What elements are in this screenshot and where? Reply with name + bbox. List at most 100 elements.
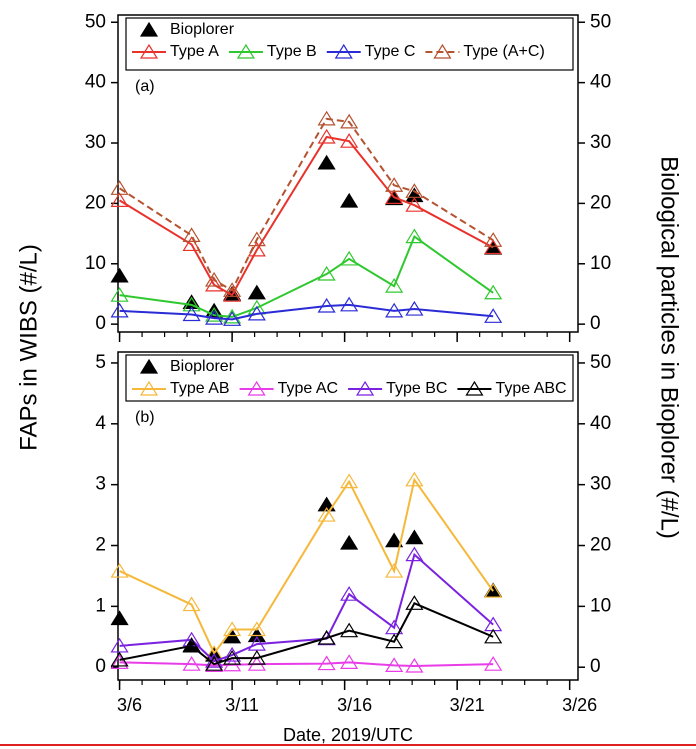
data-marker — [110, 654, 129, 669]
data-marker — [110, 302, 129, 318]
y-tick-label: 20 — [85, 192, 106, 213]
data-marker — [223, 311, 242, 326]
data-marker — [484, 239, 503, 255]
data-marker — [110, 610, 129, 626]
data-marker — [182, 596, 201, 612]
y2-tick-label: 40 — [590, 413, 611, 434]
data-marker — [340, 534, 359, 550]
data-marker — [405, 300, 424, 316]
data-marker — [405, 546, 424, 562]
data-marker — [317, 110, 336, 126]
y-tick-label: 5 — [95, 352, 106, 373]
y2-tick-label: 40 — [590, 72, 611, 93]
data-marker — [205, 309, 224, 325]
legend-label: Type (A+C) — [463, 43, 544, 60]
y-tick-label: 10 — [85, 253, 106, 274]
data-marker — [340, 473, 359, 489]
y2-axis-title: Biological particles in Bioplorer (#/L) — [656, 156, 683, 539]
panel-label: (b) — [135, 409, 155, 426]
panel-label: (a) — [135, 78, 155, 95]
series-line — [119, 235, 494, 318]
legend-marker — [236, 43, 255, 59]
legend-marker — [334, 43, 353, 59]
data-marker — [405, 471, 424, 487]
series-line — [119, 477, 494, 656]
legend-label: Type B — [267, 43, 317, 60]
legend-marker — [433, 43, 452, 59]
data-marker — [182, 227, 201, 242]
data-marker — [317, 154, 336, 170]
legend-marker — [139, 380, 159, 396]
data-marker — [405, 187, 424, 203]
series-line — [119, 661, 494, 668]
data-marker — [340, 250, 359, 266]
y-tick-label: 1 — [95, 595, 106, 616]
data-marker — [340, 586, 359, 601]
legend-label: Type ABC — [495, 380, 566, 397]
legend-marker — [139, 21, 159, 37]
y-axis-title: FAPs in WIBS (#/L) — [15, 244, 42, 451]
data-marker — [223, 649, 242, 665]
data-marker — [247, 284, 266, 300]
data-marker — [247, 621, 266, 637]
data-marker — [317, 655, 336, 671]
data-marker — [385, 277, 404, 293]
y-tick-label: 0 — [95, 656, 106, 677]
legend-marker — [139, 358, 159, 374]
data-marker — [385, 532, 404, 548]
y-tick-label: 30 — [85, 132, 106, 153]
y-tick-label: 0 — [95, 313, 106, 334]
data-marker — [317, 297, 336, 313]
data-marker — [182, 306, 201, 322]
y-tick-label: 40 — [85, 72, 106, 93]
legend-marker — [356, 380, 375, 396]
data-marker — [405, 183, 424, 198]
x-axis-title: Date, 2019/UTC — [283, 725, 413, 745]
data-marker — [484, 656, 503, 671]
legend-box — [125, 17, 574, 71]
x-tick-label: 3/26 — [562, 695, 597, 715]
data-marker — [385, 189, 404, 204]
data-marker — [484, 583, 503, 598]
legend-label: Type A — [170, 43, 219, 60]
data-marker — [317, 629, 336, 645]
data-marker — [223, 621, 242, 637]
data-marker — [247, 305, 266, 321]
series-line — [119, 135, 494, 297]
x-tick-label: 3/16 — [337, 695, 372, 715]
y2-tick-label: 30 — [590, 132, 611, 153]
data-marker — [405, 228, 424, 244]
legend-label: Bioplorer — [170, 21, 235, 38]
data-marker — [340, 622, 359, 638]
data-marker — [110, 192, 129, 207]
data-marker — [340, 113, 359, 129]
series-line — [119, 303, 494, 321]
series-line — [119, 602, 494, 666]
x-tick-label: 3/11 — [225, 695, 259, 715]
data-marker — [110, 651, 129, 667]
data-marker — [405, 529, 424, 545]
data-marker — [223, 282, 242, 297]
data-marker — [182, 236, 201, 252]
data-marker — [223, 646, 242, 662]
y-tick-label: 4 — [95, 413, 106, 434]
data-marker — [205, 276, 224, 292]
legend-label: Type C — [365, 43, 416, 60]
data-marker — [484, 284, 503, 300]
data-marker — [340, 192, 359, 208]
data-marker — [385, 657, 404, 672]
data-marker — [110, 287, 129, 302]
data-marker — [484, 232, 503, 247]
plot-frame — [117, 14, 579, 333]
data-marker — [405, 595, 424, 610]
data-marker — [484, 308, 503, 323]
legend-label: Type AC — [278, 380, 338, 397]
data-marker — [317, 128, 336, 144]
legend-label: Type AB — [170, 380, 230, 397]
data-marker — [317, 265, 336, 281]
data-marker — [385, 562, 404, 578]
data-marker — [484, 628, 503, 644]
y-tick-label: 50 — [85, 11, 106, 32]
data-marker — [182, 656, 201, 671]
